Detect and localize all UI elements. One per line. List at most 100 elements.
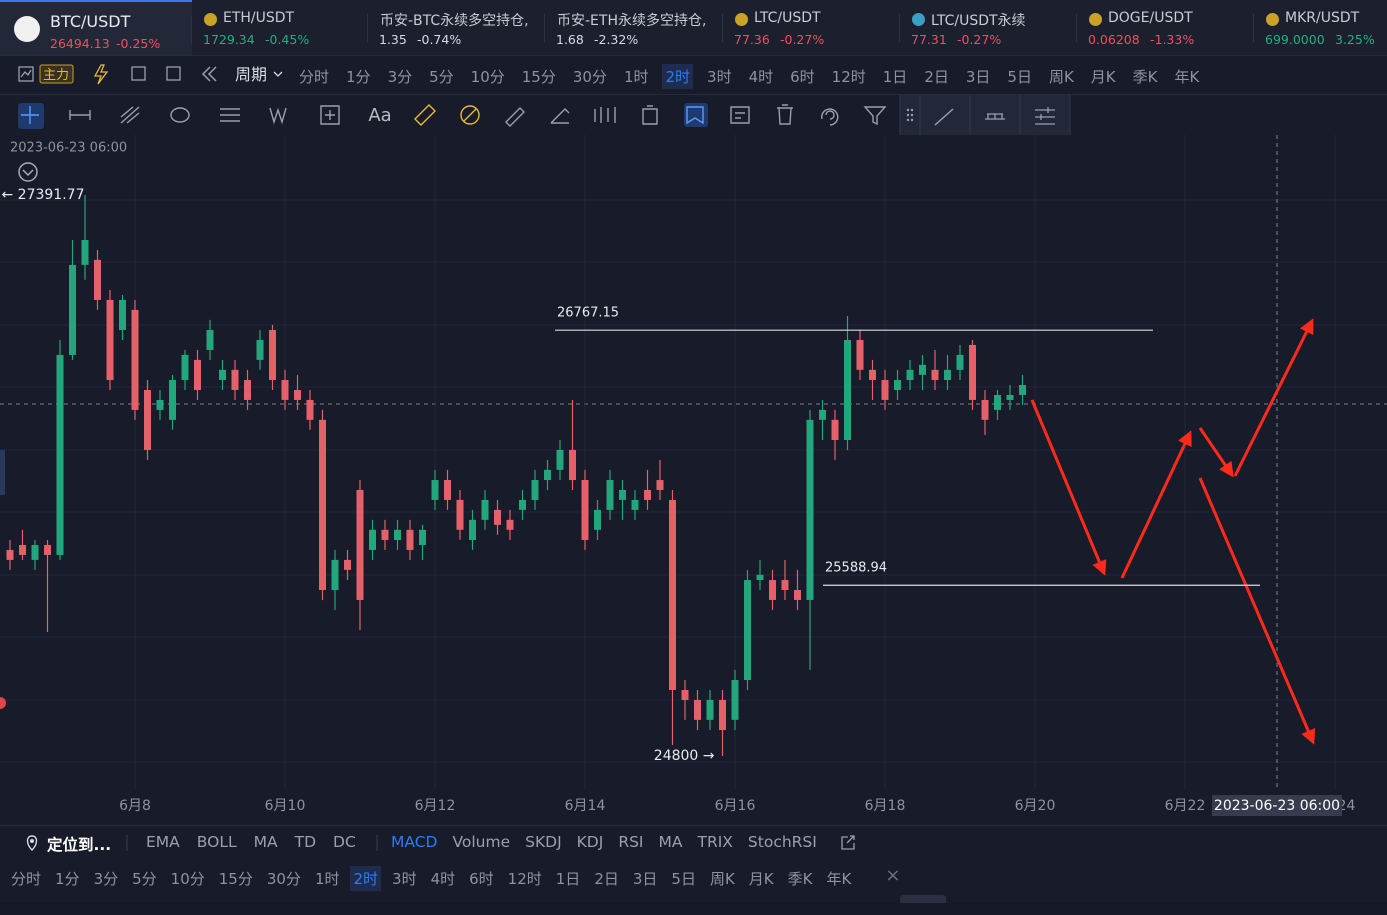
sub-indicator[interactable]: RSI xyxy=(618,833,644,851)
sub-indicator[interactable]: Volume xyxy=(452,833,511,851)
candle-body xyxy=(856,339,864,370)
period-button[interactable]: 分时 xyxy=(299,68,330,86)
tool-icon[interactable] xyxy=(686,106,704,125)
period-button[interactable]: 季K xyxy=(787,870,813,888)
period-button[interactable]: 分时 xyxy=(11,870,42,888)
period-button[interactable]: 10分 xyxy=(170,870,205,888)
forecast-arrows xyxy=(1030,318,1316,745)
layout-icon xyxy=(166,66,181,81)
tool-icon[interactable] xyxy=(320,105,340,125)
period-button[interactable]: 30分 xyxy=(266,870,301,888)
period-button[interactable]: 1时 xyxy=(314,870,340,888)
period-button[interactable]: 2时 xyxy=(662,64,694,89)
sub-indicator[interactable]: MACD xyxy=(391,833,438,851)
alert-dot[interactable] xyxy=(0,697,6,709)
period-button[interactable]: 3日 xyxy=(632,870,658,888)
tool-icon[interactable] xyxy=(594,107,616,123)
period-button[interactable]: 4时 xyxy=(748,68,774,86)
period-button[interactable]: 1时 xyxy=(623,68,649,86)
period-button[interactable]: 3日 xyxy=(965,68,991,86)
period-button[interactable]: 15分 xyxy=(521,68,556,86)
candle-body xyxy=(356,489,364,600)
price-line-label: 25588.94 xyxy=(825,561,887,576)
tool-icon[interactable] xyxy=(777,104,793,125)
tool-icon[interactable] xyxy=(863,106,887,126)
tool-icon[interactable] xyxy=(269,107,287,125)
period-button[interactable]: 30分 xyxy=(572,68,607,86)
candle-body xyxy=(519,499,526,510)
period-button[interactable]: 5日 xyxy=(1007,68,1032,86)
main-indicator[interactable]: MA xyxy=(253,833,278,851)
candle-body xyxy=(731,680,739,720)
period-button[interactable]: 1分 xyxy=(55,870,80,888)
main-indicator[interactable]: BOLL xyxy=(196,833,237,851)
period-button[interactable]: 1日 xyxy=(555,870,581,888)
tool-icon[interactable] xyxy=(505,107,525,127)
period-button[interactable]: 3时 xyxy=(392,870,417,888)
period-button[interactable]: 2日 xyxy=(924,68,949,86)
sub-indicator[interactable]: MA xyxy=(658,833,683,851)
tool-icon[interactable] xyxy=(414,104,436,126)
period-button[interactable]: 季K xyxy=(1132,68,1158,86)
period-button[interactable]: 月K xyxy=(1090,68,1116,86)
period-button[interactable]: 月K xyxy=(748,870,774,888)
period-button[interactable]: 5分 xyxy=(429,68,454,86)
period-button[interactable]: 周K xyxy=(1048,68,1074,86)
period-button[interactable]: 6时 xyxy=(469,870,494,888)
main-indicator[interactable]: TD xyxy=(294,833,317,851)
tool-icon[interactable] xyxy=(69,110,91,120)
period-button[interactable]: 1日 xyxy=(882,68,908,86)
left-handle[interactable] xyxy=(0,450,5,495)
candle-body xyxy=(831,419,839,440)
tool-icon[interactable] xyxy=(642,105,658,125)
candle-body xyxy=(531,480,539,500)
ticker-price: 0.06208 xyxy=(1088,32,1140,47)
ticker-tab[interactable]: MKR/USDT 699.0000 3.25% xyxy=(1258,0,1387,55)
main-indicator[interactable]: DC xyxy=(333,833,356,851)
sub-indicator[interactable]: KDJ xyxy=(576,833,604,851)
sub-indicator[interactable]: SKDJ xyxy=(525,833,562,851)
tool-icon[interactable] xyxy=(821,108,839,126)
coin-icon xyxy=(204,13,217,26)
ticker-tab[interactable]: 币安-ETH永续多空持仓, 1.68 -2.32% xyxy=(549,0,723,55)
sub-indicator[interactable]: StochRSI xyxy=(747,833,817,851)
period-button[interactable]: 5分 xyxy=(132,870,157,888)
ticker-tab[interactable]: 币安-BTC永续多空持仓, 1.35 -0.74% xyxy=(372,0,545,55)
tool-icon[interactable] xyxy=(120,106,140,124)
ticker-tab[interactable]: ETH/USDT 1729.34 -0.45% xyxy=(196,0,368,55)
ticker-tab[interactable]: LTC/USDT永续 77.31 -0.27% xyxy=(904,0,1077,55)
period-button[interactable]: 周K xyxy=(709,870,735,888)
drag-handle[interactable] xyxy=(900,895,946,903)
ticker-tab[interactable]: BTC/USDT 26494.13 -0.25% xyxy=(0,0,192,55)
period-button[interactable]: 年K xyxy=(1174,68,1200,86)
collapse-icon[interactable] xyxy=(18,162,38,182)
ticker-tab[interactable]: LTC/USDT 77.36 -0.27% xyxy=(727,0,900,55)
period-button[interactable]: 1分 xyxy=(346,68,371,86)
tool-icon[interactable] xyxy=(550,108,570,124)
period-button[interactable]: 12时 xyxy=(831,68,866,86)
tool-icon[interactable] xyxy=(220,108,240,122)
tool-icon[interactable] xyxy=(21,106,39,124)
tool-icon[interactable] xyxy=(460,105,480,125)
period-button[interactable]: 5日 xyxy=(671,870,696,888)
period-button[interactable]: 6时 xyxy=(790,68,815,86)
period-button[interactable]: 3分 xyxy=(93,870,119,888)
period-button[interactable]: 4时 xyxy=(430,870,456,888)
period-button[interactable]: 2日 xyxy=(594,870,619,888)
locate-button[interactable]: 定位到... xyxy=(47,836,112,854)
text-tool[interactable]: Aa xyxy=(368,105,391,126)
close-button[interactable]: × xyxy=(885,865,901,886)
period-button[interactable]: 3时 xyxy=(707,68,732,86)
tool-icon[interactable] xyxy=(730,106,750,124)
main-indicator[interactable]: EMA xyxy=(146,833,180,851)
ticker-tab[interactable]: DOGE/USDT 0.06208 -1.33% xyxy=(1081,0,1254,55)
period-button[interactable]: 年K xyxy=(826,870,852,888)
period-button[interactable]: 15分 xyxy=(218,870,253,888)
sub-indicator[interactable]: TRIX xyxy=(697,833,733,851)
tool-icon[interactable] xyxy=(170,107,190,123)
x-tick-label: 6月16 xyxy=(715,798,756,814)
period-button[interactable]: 2时 xyxy=(350,866,382,891)
period-button[interactable]: 10分 xyxy=(470,68,505,86)
period-button[interactable]: 3分 xyxy=(387,68,413,86)
period-button[interactable]: 12时 xyxy=(507,870,542,888)
